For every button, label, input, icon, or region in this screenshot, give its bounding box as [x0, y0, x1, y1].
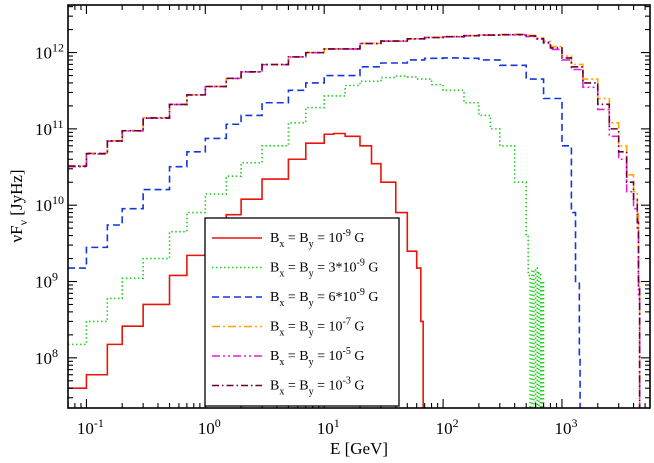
legend-label-part: x [279, 328, 284, 339]
legend-entries: Bx = By = 10-9 GBx = By = 3*10-9 GBx = B… [212, 228, 378, 398]
legend-label-part: y [309, 357, 314, 368]
y-tick-label-base: 10 [35, 349, 52, 368]
x-tick-label-4: 102 [436, 416, 459, 438]
series-line-6 [68, 33, 641, 408]
legend-label-part: x [279, 298, 284, 309]
legend-label-part: G [351, 231, 365, 246]
y-tick-label-exponent: 12 [52, 41, 64, 55]
legend-label-part: = 3*10 [314, 261, 357, 276]
legend-label-6: Bx = By = 10-3 G [270, 376, 364, 398]
legend-label-part: -9 [356, 287, 364, 298]
y-axis-label-unit: [JyHz] [7, 169, 26, 220]
series-layer [68, 33, 641, 408]
legend-label-part: x [279, 357, 284, 368]
legend-label-part: = B [284, 261, 308, 276]
legend-label-part: = B [284, 290, 308, 305]
y-tick-label-exponent: 9 [52, 270, 58, 284]
legend-label-part: = B [284, 379, 308, 394]
x-tick-label-1: 10-1 [77, 416, 104, 438]
legend-label-3: Bx = By = 6*10-9 G [270, 287, 378, 309]
legend-label-part: x [279, 387, 284, 398]
legend-label-part: B [270, 320, 279, 335]
legend-label-part: x [279, 269, 284, 280]
legend-label-part: G [351, 320, 365, 335]
legend-label-part: B [270, 349, 279, 364]
x-tick-label-exponent: 3 [571, 416, 577, 430]
legend-label-part: = B [284, 231, 308, 246]
legend-label-5: Bx = By = 10-5 G [270, 346, 364, 368]
legend-box [204, 217, 400, 407]
legend-label-part: -3 [342, 376, 350, 387]
legend-label-part: y [309, 387, 314, 398]
y-tick-label-4: 1011 [35, 117, 64, 139]
legend-label-part: y [309, 269, 314, 280]
legend-label-part: = 10 [314, 379, 343, 394]
y-tick-label-2: 109 [35, 270, 58, 292]
y-tick-label-base: 10 [35, 196, 52, 215]
y-tick-label-3: 1010 [35, 193, 64, 215]
x-tick-label-5: 103 [554, 416, 577, 438]
plot-frame [67, 4, 651, 409]
legend-label-part: y [309, 328, 314, 339]
legend-label-part: -9 [356, 258, 364, 269]
legend-label-part: G [365, 261, 379, 276]
x-axis-label: E [GeV] [330, 439, 388, 458]
x-tick-label-exponent: 0 [215, 416, 221, 430]
legend-label-part: G [365, 290, 379, 305]
y-tick-label-1: 108 [35, 346, 58, 368]
legend-label-4: Bx = By = 10-7 G [270, 317, 364, 339]
legend-label-2: Bx = By = 3*10-9 G [270, 258, 378, 280]
y-axis-label-subscript: ν [16, 219, 30, 225]
x-tick-label-exponent: 1 [334, 416, 340, 430]
legend-label-part: = 10 [314, 231, 343, 246]
legend-label-part: G [351, 379, 365, 394]
y-axis-label-main: νF [7, 225, 26, 242]
y-tick-label-base: 10 [35, 120, 52, 139]
legend-label-part: = 10 [314, 320, 343, 335]
y-tick-label-base: 10 [35, 44, 52, 63]
series-line-1 [68, 132, 425, 408]
tick-layer [67, 5, 650, 408]
y-tick-label-5: 1012 [35, 41, 64, 63]
legend-label-part: -5 [342, 346, 350, 357]
x-tick-label-base: 10 [554, 419, 571, 438]
legend-label-part: y [309, 298, 314, 309]
legend-label-part: = 6*10 [314, 290, 357, 305]
legend-label-part: -7 [342, 317, 350, 328]
legend-label-part: = 10 [314, 349, 343, 364]
y-tick-label-exponent: 8 [52, 346, 58, 360]
x-tick-label-base: 10 [198, 419, 215, 438]
y-tick-label-base: 10 [35, 273, 52, 292]
x-tick-label-base: 10 [436, 419, 453, 438]
x-tick-label-exponent: 2 [453, 416, 459, 430]
x-tick-label-3: 101 [317, 416, 340, 438]
legend: Bx = By = 10-9 GBx = By = 3*10-9 GBx = B… [204, 217, 400, 407]
y-axis-label: νFν [JyHz] [7, 169, 30, 242]
legend-label-part: = B [284, 320, 308, 335]
x-tick-label-base: 10 [317, 419, 334, 438]
legend-label-part: B [270, 261, 279, 276]
x-tick-label-2: 100 [198, 416, 221, 438]
legend-label-part: x [279, 239, 284, 250]
legend-label-part: B [270, 231, 279, 246]
legend-label-part: G [351, 349, 365, 364]
legend-label-part: -9 [342, 228, 350, 239]
legend-label-part: = B [284, 349, 308, 364]
series-line-3 [68, 57, 582, 408]
legend-label-1: Bx = By = 10-9 G [270, 228, 364, 250]
legend-label-part: B [270, 379, 279, 394]
x-tick-label-exponent: -1 [94, 416, 104, 430]
y-tick-label-exponent: 11 [52, 117, 64, 131]
legend-label-part: B [270, 290, 279, 305]
legend-label-part: y [309, 239, 314, 250]
x-tick-label-base: 10 [77, 419, 94, 438]
y-tick-label-exponent: 10 [52, 193, 64, 207]
